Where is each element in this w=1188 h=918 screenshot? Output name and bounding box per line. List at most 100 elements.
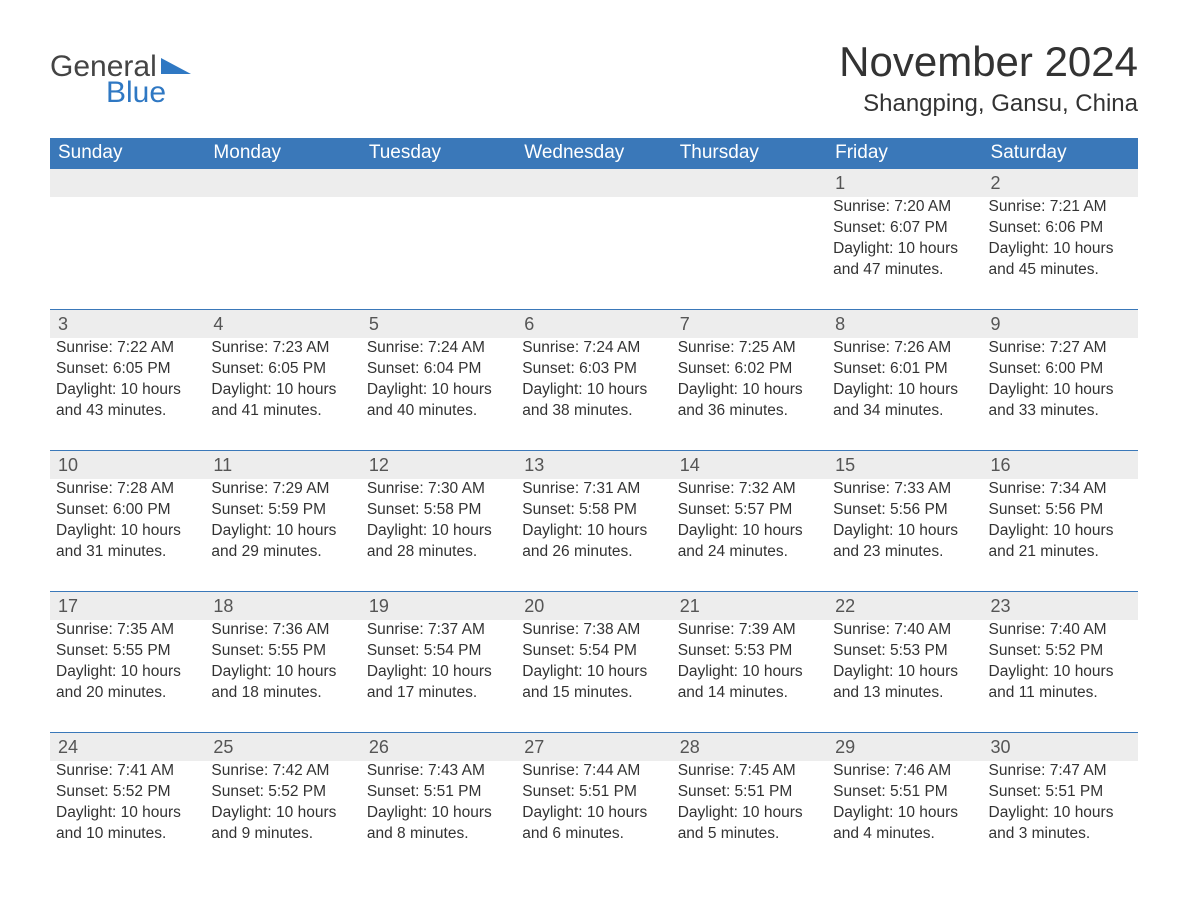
day-cell: Sunrise: 7:30 AMSunset: 5:58 PMDaylight:… <box>361 479 516 591</box>
location-label: Shangping, Gansu, China <box>839 90 1138 118</box>
day-number-row: 12 <box>50 169 1138 198</box>
daylight-text: Daylight: 10 hours and 8 minutes. <box>367 803 510 845</box>
brand-part2: Blue <box>106 76 191 110</box>
day-number-row: 24252627282930 <box>50 732 1138 761</box>
day-cell: Sunrise: 7:47 AMSunset: 5:51 PMDaylight:… <box>983 761 1138 873</box>
weekday-header: Saturday <box>983 138 1138 169</box>
empty-cell <box>672 169 827 198</box>
sunrise-text: Sunrise: 7:41 AM <box>56 761 199 782</box>
daylight-text: Daylight: 10 hours and 45 minutes. <box>989 239 1132 281</box>
day-cell: Sunrise: 7:24 AMSunset: 6:04 PMDaylight:… <box>361 338 516 450</box>
sunset-text: Sunset: 5:57 PM <box>678 500 821 521</box>
sunset-text: Sunset: 5:55 PM <box>211 641 354 662</box>
day-number: 4 <box>205 309 360 338</box>
day-number: 20 <box>516 591 671 620</box>
day-number: 8 <box>827 309 982 338</box>
sunset-text: Sunset: 5:54 PM <box>367 641 510 662</box>
weekday-header: Sunday <box>50 138 205 169</box>
weekday-header: Tuesday <box>361 138 516 169</box>
daylight-text: Daylight: 10 hours and 18 minutes. <box>211 662 354 704</box>
weekday-header-row: SundayMondayTuesdayWednesdayThursdayFrid… <box>50 138 1138 169</box>
sunrise-text: Sunrise: 7:44 AM <box>522 761 665 782</box>
daylight-text: Daylight: 10 hours and 17 minutes. <box>367 662 510 704</box>
daylight-text: Daylight: 10 hours and 15 minutes. <box>522 662 665 704</box>
day-number: 25 <box>205 732 360 761</box>
day-cell: Sunrise: 7:33 AMSunset: 5:56 PMDaylight:… <box>827 479 982 591</box>
weekday-header: Monday <box>205 138 360 169</box>
sunset-text: Sunset: 5:51 PM <box>678 782 821 803</box>
day-cell: Sunrise: 7:42 AMSunset: 5:52 PMDaylight:… <box>205 761 360 873</box>
sunset-text: Sunset: 6:00 PM <box>56 500 199 521</box>
day-number: 3 <box>50 309 205 338</box>
sunrise-text: Sunrise: 7:45 AM <box>678 761 821 782</box>
sunrise-text: Sunrise: 7:35 AM <box>56 620 199 641</box>
sunrise-text: Sunrise: 7:26 AM <box>833 338 976 359</box>
weekday-header: Thursday <box>672 138 827 169</box>
empty-cell <box>672 197 827 309</box>
sunset-text: Sunset: 6:05 PM <box>56 359 199 380</box>
day-cell: Sunrise: 7:35 AMSunset: 5:55 PMDaylight:… <box>50 620 205 732</box>
sunrise-text: Sunrise: 7:24 AM <box>522 338 665 359</box>
sunset-text: Sunset: 5:54 PM <box>522 641 665 662</box>
daylight-text: Daylight: 10 hours and 36 minutes. <box>678 380 821 422</box>
sunset-text: Sunset: 6:04 PM <box>367 359 510 380</box>
sunset-text: Sunset: 6:06 PM <box>989 218 1132 239</box>
sunrise-text: Sunrise: 7:21 AM <box>989 197 1132 218</box>
day-number: 22 <box>827 591 982 620</box>
day-cell: Sunrise: 7:45 AMSunset: 5:51 PMDaylight:… <box>672 761 827 873</box>
sunset-text: Sunset: 5:59 PM <box>211 500 354 521</box>
sunset-text: Sunset: 5:53 PM <box>678 641 821 662</box>
day-cell: Sunrise: 7:41 AMSunset: 5:52 PMDaylight:… <box>50 761 205 873</box>
day-number-row: 17181920212223 <box>50 591 1138 620</box>
day-number: 7 <box>672 309 827 338</box>
day-number: 9 <box>983 309 1138 338</box>
sunset-text: Sunset: 5:55 PM <box>56 641 199 662</box>
day-data-row: Sunrise: 7:20 AMSunset: 6:07 PMDaylight:… <box>50 197 1138 309</box>
day-cell: Sunrise: 7:21 AMSunset: 6:06 PMDaylight:… <box>983 197 1138 309</box>
sunrise-text: Sunrise: 7:43 AM <box>367 761 510 782</box>
sunrise-text: Sunrise: 7:34 AM <box>989 479 1132 500</box>
daylight-text: Daylight: 10 hours and 9 minutes. <box>211 803 354 845</box>
sunrise-text: Sunrise: 7:32 AM <box>678 479 821 500</box>
daylight-text: Daylight: 10 hours and 33 minutes. <box>989 380 1132 422</box>
day-cell: Sunrise: 7:38 AMSunset: 5:54 PMDaylight:… <box>516 620 671 732</box>
day-number: 14 <box>672 450 827 479</box>
day-cell: Sunrise: 7:29 AMSunset: 5:59 PMDaylight:… <box>205 479 360 591</box>
sunrise-text: Sunrise: 7:39 AM <box>678 620 821 641</box>
daylight-text: Daylight: 10 hours and 13 minutes. <box>833 662 976 704</box>
day-number: 27 <box>516 732 671 761</box>
day-number: 30 <box>983 732 1138 761</box>
daylight-text: Daylight: 10 hours and 21 minutes. <box>989 521 1132 563</box>
day-number: 5 <box>361 309 516 338</box>
day-number: 23 <box>983 591 1138 620</box>
sunrise-calendar: SundayMondayTuesdayWednesdayThursdayFrid… <box>50 138 1138 873</box>
page-header: General Blue November 2024 Shangping, Ga… <box>50 38 1138 118</box>
sunrise-text: Sunrise: 7:30 AM <box>367 479 510 500</box>
sunset-text: Sunset: 5:52 PM <box>989 641 1132 662</box>
sunrise-text: Sunrise: 7:36 AM <box>211 620 354 641</box>
daylight-text: Daylight: 10 hours and 14 minutes. <box>678 662 821 704</box>
sunrise-text: Sunrise: 7:42 AM <box>211 761 354 782</box>
day-cell: Sunrise: 7:31 AMSunset: 5:58 PMDaylight:… <box>516 479 671 591</box>
day-number: 1 <box>827 169 982 198</box>
day-number: 21 <box>672 591 827 620</box>
daylight-text: Daylight: 10 hours and 4 minutes. <box>833 803 976 845</box>
day-data-row: Sunrise: 7:28 AMSunset: 6:00 PMDaylight:… <box>50 479 1138 591</box>
sunrise-text: Sunrise: 7:46 AM <box>833 761 976 782</box>
daylight-text: Daylight: 10 hours and 38 minutes. <box>522 380 665 422</box>
daylight-text: Daylight: 10 hours and 11 minutes. <box>989 662 1132 704</box>
sunrise-text: Sunrise: 7:23 AM <box>211 338 354 359</box>
daylight-text: Daylight: 10 hours and 3 minutes. <box>989 803 1132 845</box>
day-cell: Sunrise: 7:20 AMSunset: 6:07 PMDaylight:… <box>827 197 982 309</box>
day-number: 15 <box>827 450 982 479</box>
day-cell: Sunrise: 7:37 AMSunset: 5:54 PMDaylight:… <box>361 620 516 732</box>
day-number: 10 <box>50 450 205 479</box>
day-number: 17 <box>50 591 205 620</box>
sunset-text: Sunset: 5:52 PM <box>211 782 354 803</box>
empty-cell <box>516 197 671 309</box>
day-cell: Sunrise: 7:23 AMSunset: 6:05 PMDaylight:… <box>205 338 360 450</box>
day-number: 26 <box>361 732 516 761</box>
sunset-text: Sunset: 5:58 PM <box>522 500 665 521</box>
day-number: 18 <box>205 591 360 620</box>
sunset-text: Sunset: 5:53 PM <box>833 641 976 662</box>
